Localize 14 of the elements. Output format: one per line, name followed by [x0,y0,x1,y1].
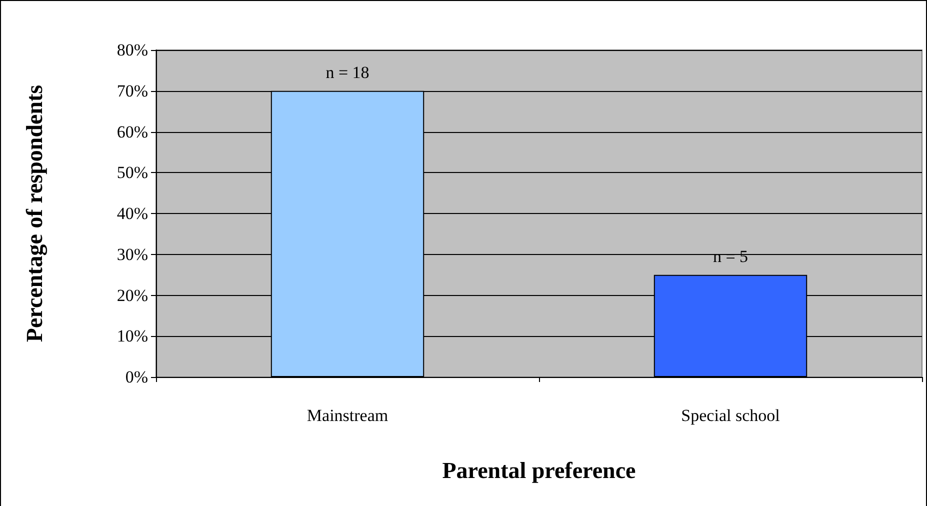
y-tick-label: 10% [116,326,148,346]
x-tick-label: Mainstream [306,406,388,425]
y-tick-label: 80% [116,40,148,60]
annotation: n = 18 [326,62,370,82]
y-tick-label: 30% [116,244,148,264]
y-tick-label: 70% [116,81,148,100]
y-tick-label: 20% [116,286,148,305]
y-tick-label: 60% [116,122,148,142]
y-axis-title: Percentage of respondents [22,84,48,342]
y-tick-label: 50% [116,163,148,182]
y-tick-label: 0% [125,368,148,386]
x-axis-title: Parental preference [442,458,636,483]
y-tick-label: 40% [116,204,148,223]
x-tick-label: Special school [681,406,780,425]
